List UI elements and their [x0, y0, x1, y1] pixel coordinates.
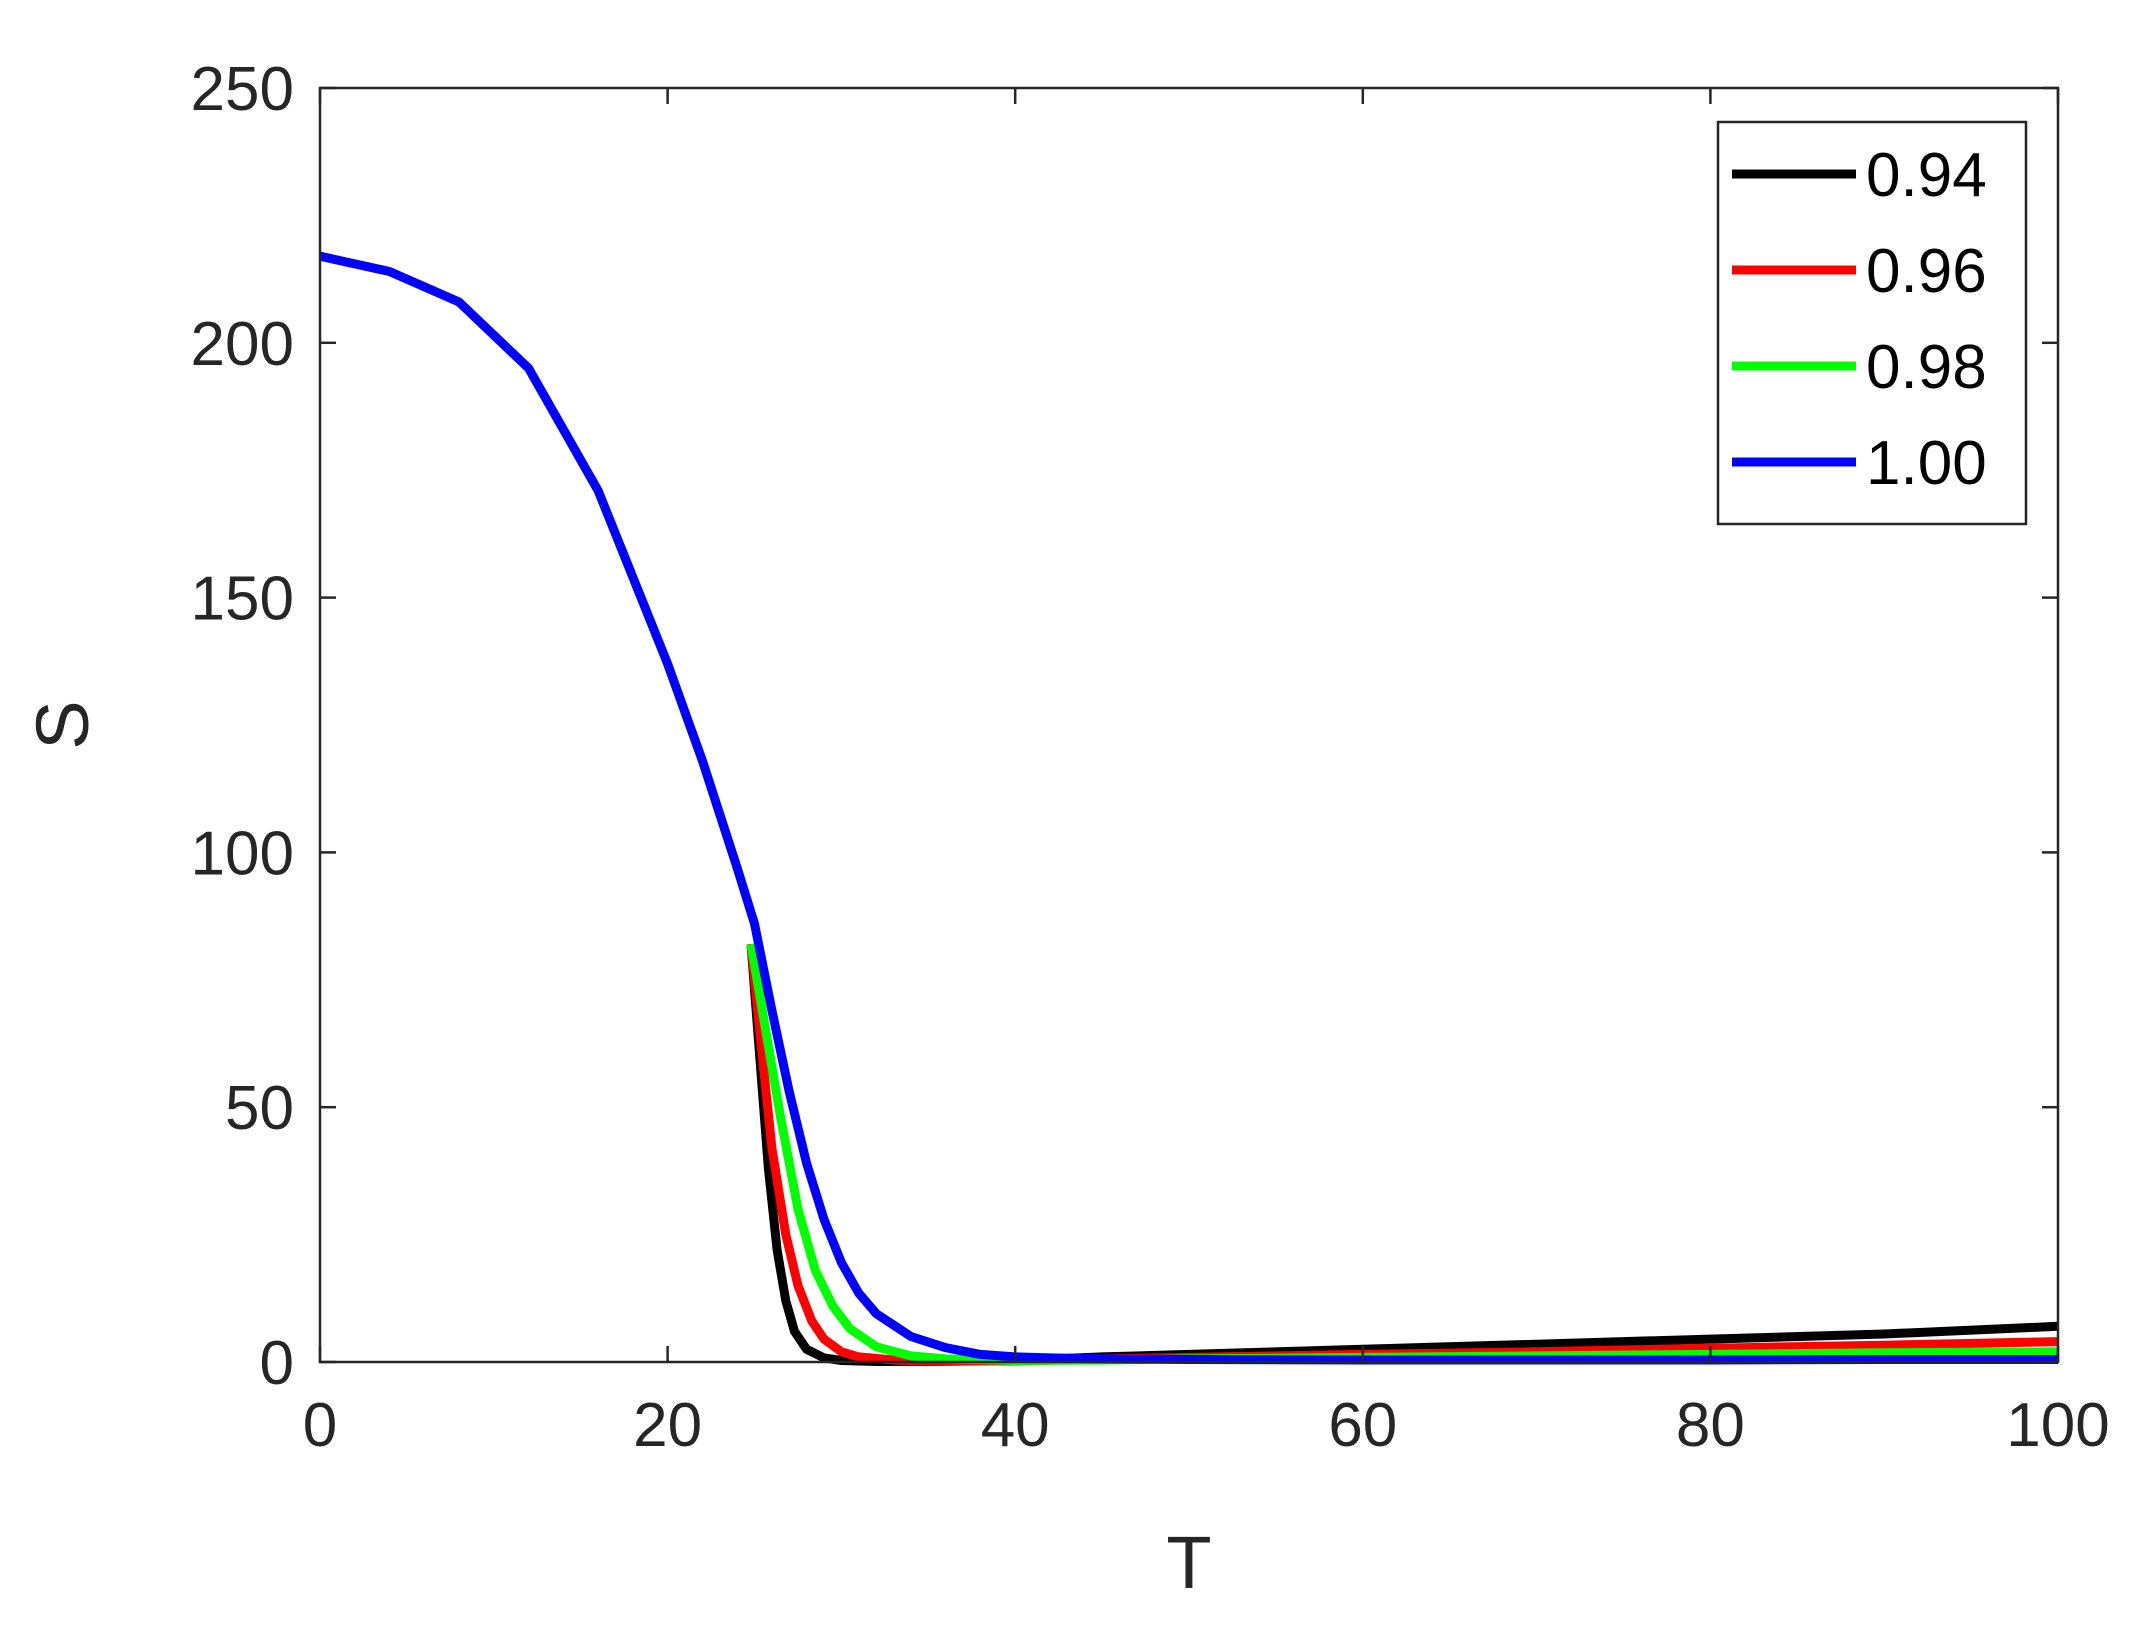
x-tick-label: 60 [1328, 1391, 1397, 1460]
x-tick-label: 40 [981, 1391, 1050, 1460]
y-tick-label: 100 [191, 819, 294, 888]
y-tick-label: 150 [191, 565, 294, 634]
tick-layer: 0 20 40 60 80 100 0 50 100 150 200 250 [191, 55, 2110, 1460]
x-tick-label: 80 [1676, 1391, 1745, 1460]
y-tick-label: 250 [191, 55, 294, 124]
legend-label-1: 0.96 [1866, 237, 1987, 306]
y-tick-label: 50 [225, 1074, 294, 1143]
legend-label-0: 0.94 [1866, 141, 1987, 210]
x-tick-label: 0 [303, 1391, 337, 1460]
x-tick-label: 100 [2006, 1391, 2109, 1460]
y-axis-label: S [21, 700, 104, 749]
x-axis-label: T [1166, 1521, 1211, 1604]
x-tick-label: 20 [633, 1391, 702, 1460]
legend-label-2: 0.98 [1866, 333, 1987, 402]
legend-label-3: 1.00 [1866, 429, 1987, 498]
legend: 0.94 0.96 0.98 1.00 [1716, 120, 2028, 526]
y-tick-label: 200 [191, 310, 294, 379]
legend-box [1716, 120, 2028, 526]
series-line-3 [319, 251, 2058, 1365]
y-tick-label: 0 [260, 1329, 294, 1398]
plot-frame [318, 86, 2060, 1364]
